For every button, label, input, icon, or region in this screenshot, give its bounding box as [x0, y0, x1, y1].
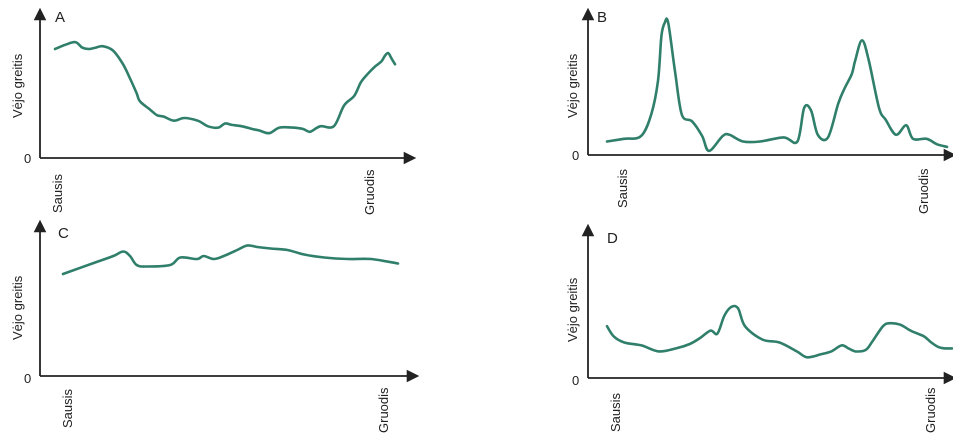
y-axis-label: Vėjo greitis — [565, 277, 580, 342]
x-start-label: Sausis — [615, 168, 630, 208]
y-zero-label: 0 — [24, 151, 31, 166]
y-axis-label: Vėjo greitis — [10, 275, 25, 340]
series-line — [53, 40, 397, 135]
y-zero-label: 0 — [24, 371, 31, 386]
panel-b: B Vėjo greitis 0 Sausis Gruodis — [565, 7, 953, 214]
panel-a: A Vėjo greitis 0 Sausis Gruodis — [10, 7, 417, 215]
x-end-label: Gruodis — [916, 168, 931, 214]
series-line — [605, 17, 949, 153]
y-zero-label: 0 — [572, 373, 579, 388]
panel-letter: C — [58, 225, 69, 242]
y-zero-label: 0 — [572, 148, 579, 163]
y-axis-label: Vėjo greitis — [565, 53, 580, 118]
panel-d: D Vėjo greitis 0 Sausis Gruodis — [565, 223, 953, 433]
x-end-label: Gruodis — [923, 387, 938, 433]
x-end-label: Gruodis — [376, 387, 391, 433]
x-end-label: Gruodis — [362, 169, 377, 215]
series-line — [61, 244, 400, 276]
y-axis-label: Vėjo greitis — [10, 53, 25, 118]
x-start-label: Sausis — [608, 392, 623, 432]
series-line — [605, 304, 953, 359]
panel-letter: D — [607, 230, 618, 247]
x-start-label: Sausis — [50, 173, 65, 213]
panel-letter: B — [597, 9, 607, 26]
x-start-label: Sausis — [60, 388, 75, 428]
panel-c: C Vėjo greitis 0 Sausis Gruodis — [10, 219, 420, 433]
panel-letter: A — [55, 9, 65, 26]
